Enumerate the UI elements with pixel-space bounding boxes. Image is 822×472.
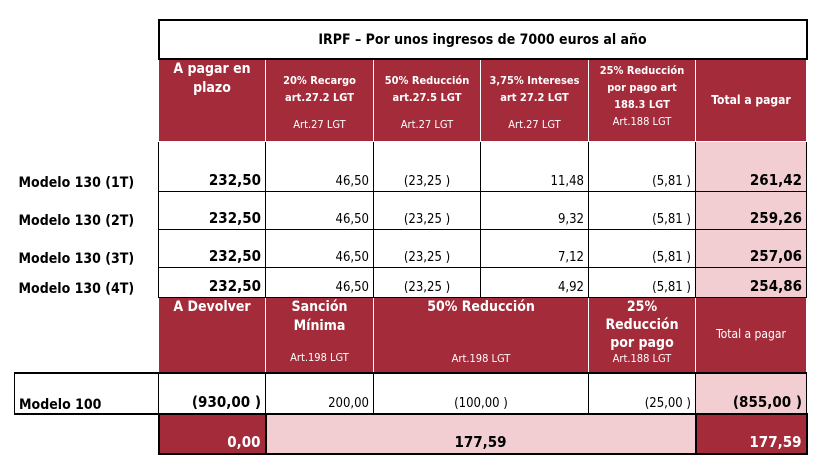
total-middle: 177,59 xyxy=(264,413,697,455)
cell-value: (25,00 ) xyxy=(588,372,696,415)
table-row: Modelo 130 (1T) 232,50 46,50 (23,25 ) 11,48(… xyxy=(15,140,807,192)
cell-value: (23,25 ) xyxy=(373,266,481,298)
cell-value: Art.27 LGT xyxy=(508,118,561,131)
irpf-table: IRPF – Por unos ingresos de 7000 euros a… xyxy=(14,19,808,455)
total-final: 177,59 xyxy=(694,413,808,455)
header-total: Total a pagar xyxy=(695,58,807,142)
cell-value: 232,50 xyxy=(158,140,266,192)
cell-value: (23,25 ) xyxy=(373,140,481,192)
cell-value: (5,81 ) xyxy=(588,228,696,268)
cell-value: 11,48 xyxy=(480,140,589,192)
cell-value: Art.27 LGT xyxy=(293,118,346,131)
header-row-100: A Devolver Sanción Mínima Art.198 LGT 50%… xyxy=(15,296,807,374)
cell-value: (855,00 ) xyxy=(695,372,807,415)
header-reduccion-50: 50% Reducción Art.198 LGT xyxy=(373,296,589,374)
cell-value: 200,00 xyxy=(265,372,374,415)
cell-value: 254,86 xyxy=(695,266,807,298)
cell-value: Art.27 LGT xyxy=(400,118,454,131)
cell-value: (23,25 ) xyxy=(373,228,481,268)
cell-value: (23,25 ) xyxy=(373,190,481,230)
cell-value: Modelo 100 xyxy=(14,373,159,414)
cell-value: (5,81 ) xyxy=(588,190,696,230)
table-row: Modelo 130 (4T) 232,50 46,50 (23,25 ) 4,92 (5… xyxy=(15,266,807,298)
table-row: Modelo 100 (930,00 ) 200,00 (100,00 ) (25,00… xyxy=(14,372,807,415)
cell-value: 50% Reducción art.27.5 LGT xyxy=(384,74,470,104)
cell-value: 9,32 xyxy=(480,190,589,230)
cell-value: 257,06 xyxy=(695,228,807,268)
total-devolver: 0,00 xyxy=(157,413,267,455)
cell-value: (100,00 ) xyxy=(373,372,589,415)
cell-value: 46,50 xyxy=(265,190,374,230)
cell-value: 232,50 xyxy=(158,190,266,230)
cell-value: 7,12 xyxy=(480,228,589,268)
cell-value: Modelo 130 (1T) xyxy=(18,175,135,191)
cell-value: 20% Recargo art.27.2 LGT xyxy=(283,74,356,104)
header-reduccion-25: 25% Reducción por pago Art.188 LGT xyxy=(588,296,696,374)
cell-value: Sanción Mínima xyxy=(291,298,348,334)
cell-value: 261,42 xyxy=(695,140,807,192)
cell-value: 3,75% Intereses art 27.2 LGT xyxy=(489,74,580,104)
cell-value: Modelo 130 (4T) xyxy=(18,281,135,297)
cell-value: 46,50 xyxy=(265,140,374,192)
header-sancion: Sanción Mínima Art.198 LGT xyxy=(265,296,374,374)
cell-value: Art.188 LGT xyxy=(612,351,672,365)
cell-value: 25% Reducción por pago xyxy=(605,298,679,351)
header-intereses: 3,75% Intereses art 27.2 LGT Art.27 LGT xyxy=(480,58,589,142)
cell-value: 232,50 xyxy=(158,228,266,268)
cell-value: Art.198 LGT xyxy=(290,350,349,364)
cell-value: (5,81 ) xyxy=(588,266,696,298)
table-row: Modelo 130 (3T) 232,50 46,50 (23,25 ) 7,12 (5… xyxy=(15,228,807,268)
cell-value: Art.198 LGT xyxy=(451,351,511,365)
cell-value: (930,00 ) xyxy=(158,372,266,415)
cell-value: 259,26 xyxy=(695,190,807,230)
table-title: IRPF – Por unos ingresos de 7000 euros a… xyxy=(157,19,808,60)
cell-value: Modelo 130 (2T) xyxy=(18,213,135,229)
header-reduccion: 50% Reducción art.27.5 LGT Art.27 LGT xyxy=(373,58,481,142)
cell-value: 4,92 xyxy=(480,266,589,298)
header-row-130: A pagar en plazo 20% Recargo art.27.2 LG… xyxy=(15,58,807,142)
header-reduccion-pago: 25% Reducción por pago art 188.3 LGT Art.… xyxy=(588,58,696,142)
cell-value: 46,50 xyxy=(265,228,374,268)
cell-value: Art.188 LGT xyxy=(612,115,672,128)
header-a-pagar: A pagar en plazo xyxy=(158,58,266,142)
header-devolver: A Devolver xyxy=(158,296,266,374)
header-recargo: 20% Recargo art.27.2 LGT Art.27 LGT xyxy=(265,58,374,142)
totals-row: 0,00 177,59 177,59 xyxy=(15,413,808,455)
cell-value: (5,81 ) xyxy=(588,140,696,192)
table-row: Modelo 130 (2T) 232,50 46,50 (23,25 ) 9,32 (5… xyxy=(15,190,807,230)
cell-value: 46,50 xyxy=(265,266,374,298)
cell-value: 232,50 xyxy=(158,266,266,298)
cell-value: 25% Reducción por pago art 188.3 LGT xyxy=(599,64,685,111)
cell-value: 50% Reducción xyxy=(427,298,535,315)
cell-value: Modelo 130 (3T) xyxy=(18,251,135,267)
header-total-100: Total a pagar xyxy=(695,296,807,374)
